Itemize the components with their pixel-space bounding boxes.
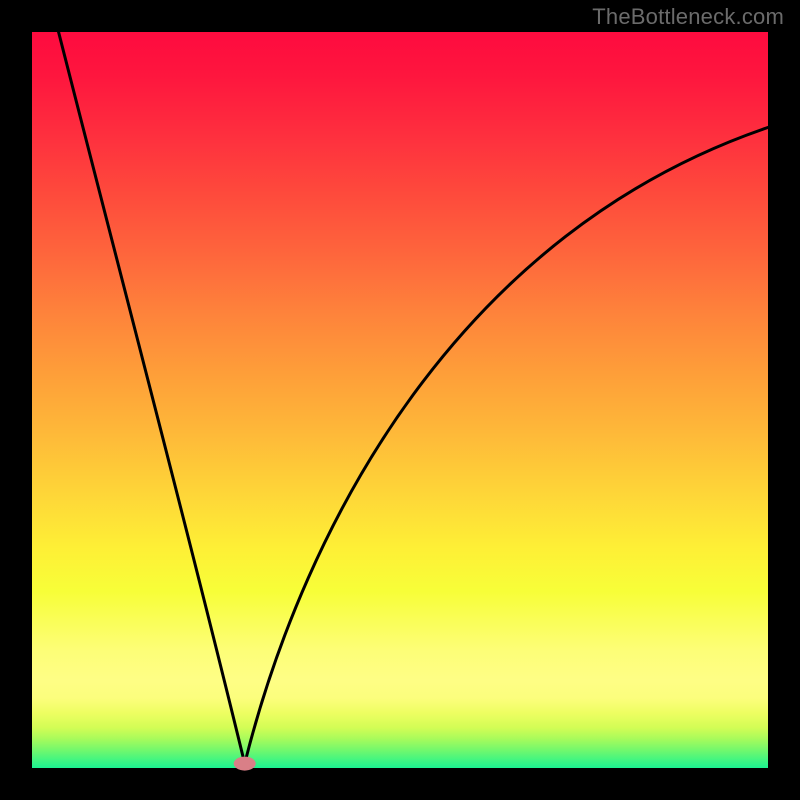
plot-background <box>32 32 768 768</box>
watermark-text: TheBottleneck.com <box>592 4 784 30</box>
bottleneck-chart <box>0 0 800 800</box>
apex-marker <box>234 757 256 771</box>
chart-root: { "watermark": { "text": "TheBottleneck.… <box>0 0 800 800</box>
